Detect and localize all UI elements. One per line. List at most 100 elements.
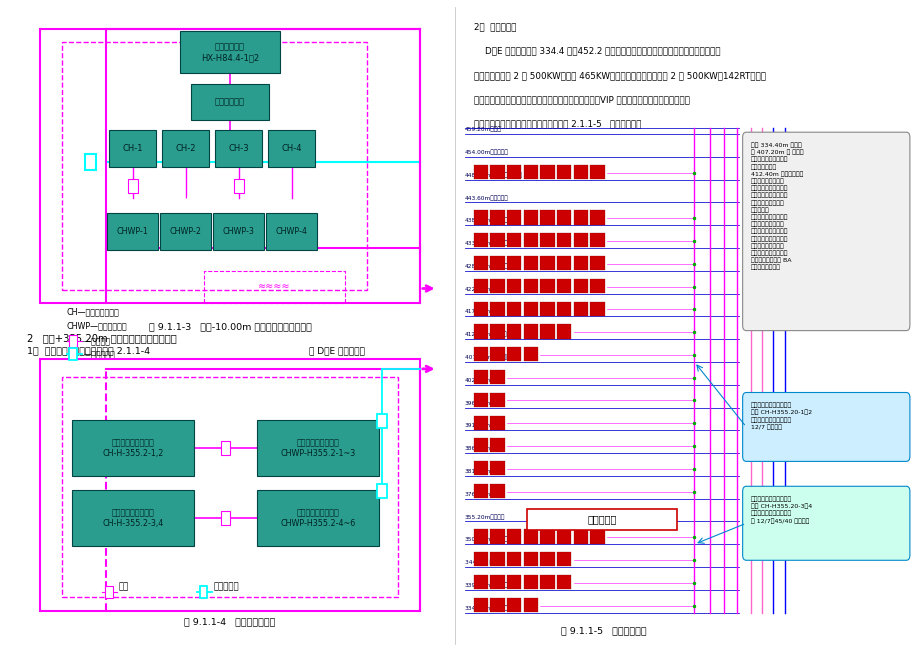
Text: ≈≈≈≈: ≈≈≈≈ [257,281,290,291]
Text: 系统二：模块式风冷热泵
机组 CH-H355.20-3、4
提供系统二冷热水（进出
水 12/7，45/40 摄氏度）: 系统二：模块式风冷热泵 机组 CH-H355.20-3、4 提供系统二冷热水（进… [750,497,811,523]
Bar [473,301,487,316]
Text: 381.20m技术层: 381.20m技术层 [464,468,501,474]
Bar [473,575,487,589]
Bar [105,587,112,598]
Bar [490,347,505,361]
FancyBboxPatch shape [72,490,194,546]
Text: 蝶阀: 蝶阀 [119,583,129,592]
Bar [473,233,487,247]
Bar [506,598,521,612]
Text: 标高 334.40m 层～标
高 407.20m 层 末端设
备接入系统一（风冷冷
水系统）；标高
412.40m 以上部分接入
系统二（风冷热泵系
统）。当负: 标高 334.40m 层～标 高 407.20m 层 末端设 备接入系统一（风冷… [750,143,802,270]
Bar [506,279,521,293]
Bar [539,256,554,270]
Bar [490,552,505,566]
Bar [85,154,96,169]
Text: 412.40mVIP包房层: 412.40mVIP包房层 [464,331,510,337]
Bar [199,587,208,598]
FancyBboxPatch shape [257,490,379,546]
Text: 系统一：模块式风冷冷水
机组 CH-H355.20-1、2
提供系统一冷水（进出水
12/7 摄氏度）: 系统一：模块式风冷冷水 机组 CH-H355.20-1、2 提供系统一冷水（进出… [750,403,811,430]
Text: 1）  风冷（热泵）系统流程见图 2.1.1-4: 1） 风冷（热泵）系统流程见图 2.1.1-4 [27,346,150,355]
Text: 334.40m展光层及夹层底部: 334.40m展光层及夹层底部 [464,605,518,611]
Text: 板式热交换器
HX-H84.4-1、2: 板式热交换器 HX-H84.4-1、2 [200,43,259,62]
Bar [40,29,419,303]
Bar [490,301,505,316]
Bar [506,529,521,544]
Bar [523,256,538,270]
Text: 至 D、E 段空调区域: 至 D、E 段空调区域 [309,346,365,355]
Bar [221,441,230,455]
Bar [556,279,571,293]
Text: 式风冷冷水机组。空调水系统采用末端侧变流量系统，VIP 包房层为四管制，其余二管制，: 式风冷冷水机组。空调水系统采用末端侧变流量系统，VIP 包房层为四管制，其余二管… [473,95,688,104]
Bar [523,233,538,247]
Bar [473,552,487,566]
Text: 350.00m展览观光通道层: 350.00m展览观光通道层 [464,536,515,542]
Bar [490,279,505,293]
Bar [556,301,571,316]
Bar [490,370,505,384]
Bar [523,279,538,293]
Bar [490,575,505,589]
Bar [523,210,538,225]
Bar [506,301,521,316]
FancyBboxPatch shape [180,31,279,74]
Bar [590,256,604,270]
FancyBboxPatch shape [213,213,264,249]
Bar [473,598,487,612]
Text: 448.80m展览厅（含电梯厅）: 448.80m展览厅（含电梯厅） [464,172,522,178]
Bar [490,598,505,612]
FancyBboxPatch shape [191,85,268,120]
Bar [490,484,505,498]
Bar [473,484,487,498]
Text: —电动蝶阀: —电动蝶阀 [84,337,110,346]
Bar [556,210,571,225]
Bar [539,529,554,544]
Bar [590,301,604,316]
Text: 压差调节阀: 压差调节阀 [213,583,239,592]
FancyBboxPatch shape [215,130,262,167]
Bar [523,347,538,361]
Bar [506,575,521,589]
Bar [573,256,587,270]
FancyBboxPatch shape [109,130,156,167]
Bar [556,529,571,544]
FancyBboxPatch shape [268,130,315,167]
Bar [40,359,419,611]
Bar [523,324,538,339]
Bar [473,165,487,179]
Bar [473,279,487,293]
Bar [69,348,77,360]
Text: 391.60m技术层: 391.60m技术层 [464,422,501,428]
Bar [573,165,587,179]
Text: 系统设置动态平衡措施。冷热水系统见图 2.1.1-5   冷热水系统图: 系统设置动态平衡措施。冷热水系统见图 2.1.1-5 冷热水系统图 [473,119,641,128]
Bar [590,279,604,293]
Text: 2）  冷热水系统: 2） 冷热水系统 [473,23,516,31]
Text: CH—离心式冷水机组: CH—离心式冷水机组 [66,308,119,316]
Text: CH-3: CH-3 [228,144,249,152]
Text: 438.40m展览设备层: 438.40m展览设备层 [464,217,508,223]
Text: CHWP-1: CHWP-1 [117,227,149,236]
Bar [523,529,538,544]
Text: 图 9.1.1-3   标高-10.00m 制冷机房冷冻水流程图: 图 9.1.1-3 标高-10.00m 制冷机房冷冻水流程图 [148,322,312,331]
Text: 355.20m源能量层: 355.20m源能量层 [464,514,505,519]
Text: CHWP-4: CHWP-4 [276,227,308,236]
Bar [539,552,554,566]
Text: 459.20m屋面层: 459.20m屋面层 [464,126,501,132]
Bar [590,529,604,544]
Bar [490,233,505,247]
Text: 407.20mVIP 包房层: 407.20mVIP 包房层 [464,354,512,360]
Bar [473,324,487,339]
Bar [556,233,571,247]
Text: 417.60m旋转层: 417.60m旋转层 [464,309,501,314]
Bar [523,552,538,566]
Text: CHWP—离心冷冻水泵: CHWP—离心冷冻水泵 [66,322,127,331]
FancyBboxPatch shape [257,420,379,476]
Bar [573,301,587,316]
Text: CH-4: CH-4 [281,144,301,152]
Bar [473,256,487,270]
Bar [523,575,538,589]
FancyBboxPatch shape [742,393,909,462]
Text: 454.00m机器设备层: 454.00m机器设备层 [464,149,508,155]
Bar [523,301,538,316]
Text: 2   标高+355.20m 屋面设备层设置风冷机房: 2 标高+355.20m 屋面设备层设置风冷机房 [27,333,176,343]
FancyBboxPatch shape [163,130,209,167]
